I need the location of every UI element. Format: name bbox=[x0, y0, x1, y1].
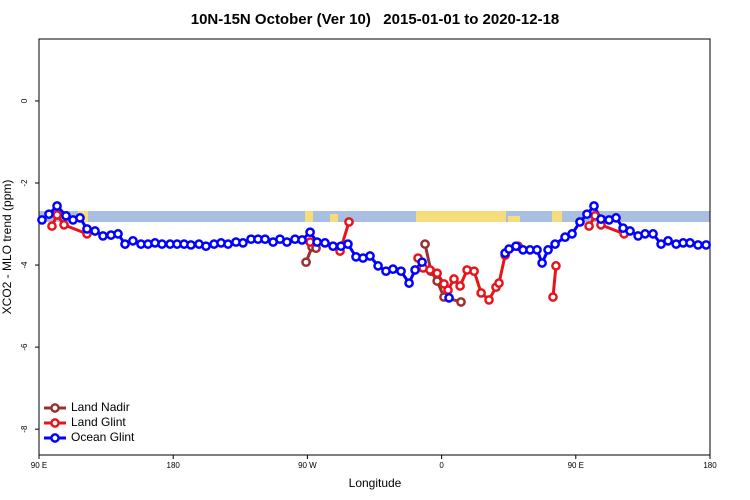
point bbox=[444, 293, 454, 303]
point bbox=[494, 278, 504, 288]
legend-label: Ocean Glint bbox=[71, 430, 135, 444]
point bbox=[417, 257, 427, 268]
point bbox=[47, 221, 57, 231]
point bbox=[396, 266, 406, 277]
y-tick-label: 0 bbox=[20, 98, 29, 103]
point bbox=[344, 217, 354, 227]
chart-title: 10N-15N October (Ver 10) 2015-01-01 to 2… bbox=[191, 11, 560, 28]
x-tick-label: 90 E bbox=[31, 461, 47, 470]
x-tick-label: 180 bbox=[167, 461, 181, 470]
legend-marker bbox=[50, 403, 60, 413]
point bbox=[61, 210, 71, 221]
point bbox=[113, 229, 123, 239]
point bbox=[663, 235, 673, 246]
point bbox=[328, 241, 338, 252]
point bbox=[365, 251, 375, 261]
point bbox=[128, 235, 138, 246]
legend-label: Land Nadir bbox=[71, 400, 130, 414]
y-tick-label: -8 bbox=[20, 425, 29, 433]
point bbox=[37, 215, 47, 225]
point bbox=[75, 213, 85, 223]
point bbox=[238, 238, 248, 248]
point bbox=[432, 268, 442, 279]
x-tick-label: 180 bbox=[703, 461, 717, 470]
point bbox=[90, 226, 100, 236]
point bbox=[455, 281, 465, 291]
legend-marker bbox=[50, 433, 60, 443]
point bbox=[186, 240, 196, 250]
point bbox=[456, 297, 466, 307]
point bbox=[469, 266, 479, 277]
point bbox=[404, 278, 414, 288]
point bbox=[543, 245, 553, 255]
point bbox=[320, 238, 330, 248]
x-tick-label: 90 W bbox=[298, 461, 317, 470]
point bbox=[611, 213, 621, 223]
point bbox=[625, 226, 635, 236]
y-tick-label: -2 bbox=[20, 179, 29, 187]
point bbox=[52, 201, 62, 211]
point bbox=[420, 239, 430, 249]
point bbox=[511, 241, 521, 252]
legend-label: Land Glint bbox=[71, 415, 126, 429]
point bbox=[548, 292, 558, 302]
point bbox=[260, 234, 270, 245]
point bbox=[596, 214, 606, 224]
point bbox=[484, 295, 494, 305]
point bbox=[567, 229, 577, 239]
point bbox=[98, 231, 108, 241]
point bbox=[701, 240, 711, 250]
point bbox=[312, 237, 322, 247]
legend-marker bbox=[50, 418, 60, 428]
y-tick-label: -4 bbox=[20, 261, 29, 269]
point bbox=[410, 265, 420, 275]
point bbox=[343, 239, 353, 249]
point bbox=[223, 239, 233, 249]
point bbox=[282, 237, 292, 247]
point bbox=[537, 258, 547, 268]
point bbox=[575, 217, 585, 227]
point bbox=[532, 245, 542, 255]
x-tick-label: 90 E bbox=[568, 461, 584, 470]
x-tick-label: 0 bbox=[439, 461, 444, 470]
y-axis-label: XCO2 - MLO trend (ppm) bbox=[0, 180, 14, 315]
point bbox=[582, 209, 592, 220]
y-tick-label: -6 bbox=[20, 343, 29, 351]
series-line bbox=[50, 213, 625, 302]
point bbox=[584, 221, 594, 231]
point bbox=[59, 219, 69, 230]
point bbox=[388, 264, 398, 275]
point bbox=[443, 285, 453, 295]
point bbox=[157, 239, 167, 249]
point bbox=[551, 261, 561, 271]
point bbox=[120, 239, 130, 249]
point bbox=[550, 239, 560, 249]
point bbox=[82, 224, 92, 234]
point bbox=[44, 209, 54, 220]
point bbox=[449, 274, 459, 284]
point bbox=[52, 210, 62, 220]
point bbox=[648, 229, 658, 239]
point bbox=[476, 288, 486, 298]
point bbox=[305, 227, 315, 238]
point bbox=[373, 261, 383, 271]
point bbox=[685, 238, 695, 248]
point bbox=[297, 235, 307, 245]
point bbox=[640, 229, 650, 239]
x-axis-label: Longitude bbox=[349, 476, 402, 490]
point bbox=[201, 241, 211, 252]
point bbox=[301, 257, 311, 268]
point bbox=[589, 201, 599, 211]
point bbox=[693, 240, 703, 250]
